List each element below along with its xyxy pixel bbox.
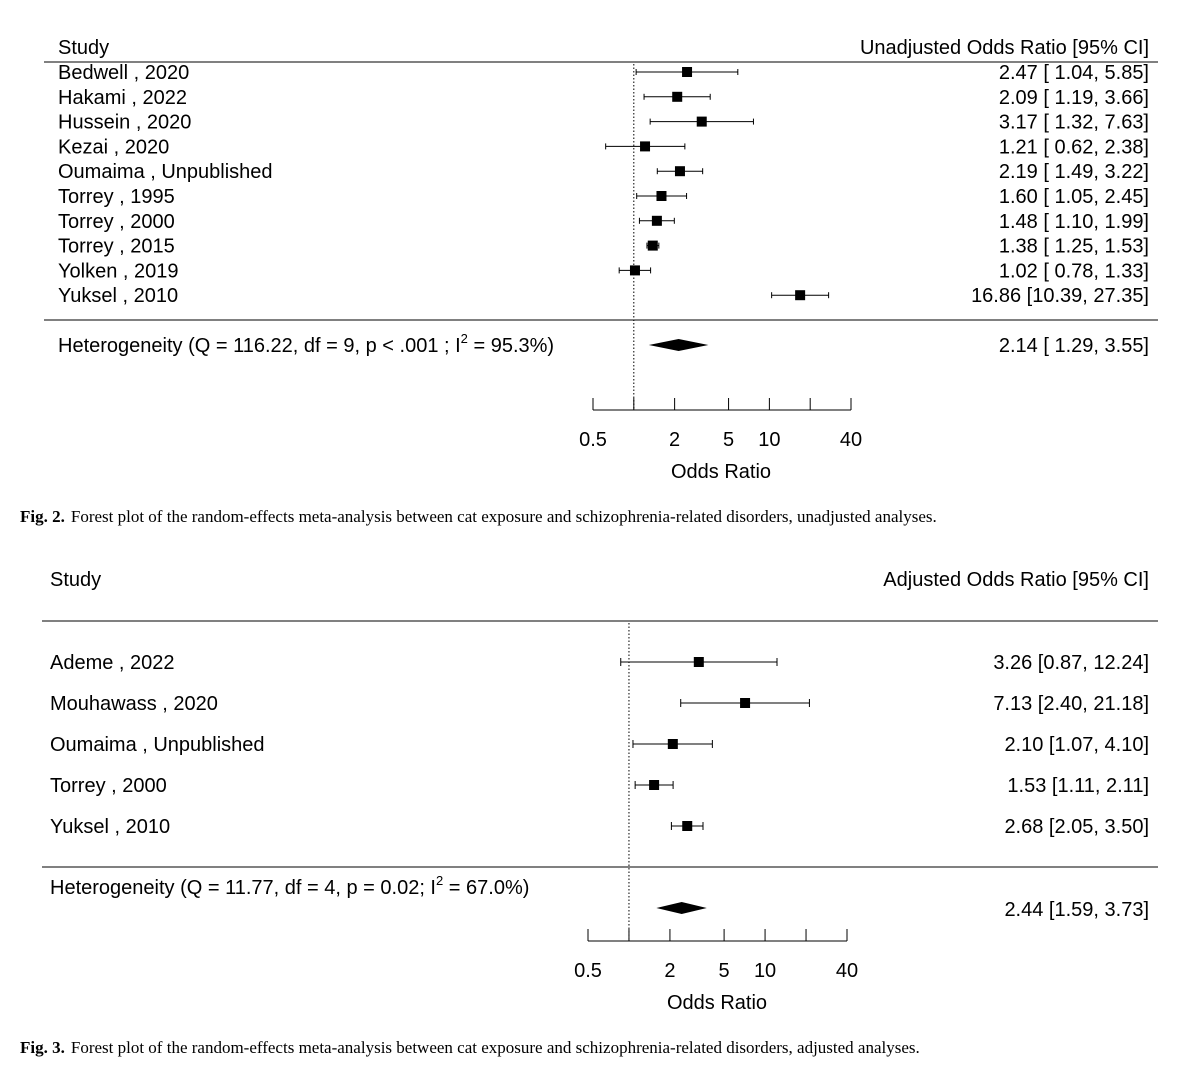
study-column-header: Study — [50, 569, 101, 591]
figure-caption: Fig. 3. Forest plot of the random-effects… — [20, 1038, 920, 1057]
point-estimate-square — [795, 290, 806, 301]
study-column-header: Study — [58, 37, 109, 59]
point-estimate-square — [656, 191, 667, 201]
study-ci-text: 1.21 [ 0.62, 2.38] — [999, 136, 1149, 158]
point-estimate-square — [682, 821, 693, 831]
heterogeneity-label: Heterogeneity (Q = 11.77, df = 4, p = 0.… — [50, 873, 529, 899]
point-estimate-square — [693, 657, 704, 667]
plot-marks — [620, 623, 810, 941]
summary-ci-text: 2.14 [ 1.29, 3.55] — [999, 335, 1149, 357]
study-rows: Ademe , 2022 3.26 [0.87, 12.24] Mouhawass … — [50, 652, 1149, 838]
study-name: Torrey , 1995 — [58, 186, 175, 208]
study-name: Torrey , 2000 — [58, 211, 175, 233]
x-tick-label: 2 — [664, 960, 675, 982]
study-rows: Bedwell , 2020 2.47 [ 1.04, 5.85] Hakami ,… — [58, 62, 1149, 307]
point-estimate-square — [674, 166, 685, 177]
study-name: Bedwell , 2020 — [58, 62, 189, 84]
point-estimate-square — [640, 141, 651, 152]
point-estimate-square — [649, 780, 660, 790]
study-ci-text: 1.48 [ 1.10, 1.99] — [999, 211, 1149, 233]
study-ci-text: 2.47 [ 1.04, 5.85] — [999, 62, 1149, 84]
point-estimate-square — [629, 265, 640, 276]
x-axis: 0.5 2 5 10 40 — [574, 929, 858, 982]
study-ci-text: 3.17 [ 1.32, 7.63] — [999, 112, 1149, 134]
ci-column-header: Adjusted Odds Ratio [95% CI] — [883, 569, 1149, 591]
forest-plot-adjusted: Study Adjusted Odds Ratio [95% CI] Ademe… — [42, 569, 1158, 1014]
study-name: Ademe , 2022 — [50, 652, 175, 674]
study-name: Mouhawass , 2020 — [50, 693, 218, 715]
point-estimate-square — [647, 240, 658, 251]
heterogeneity-label: Heterogeneity (Q = 116.22, df = 9, p < .… — [58, 331, 554, 357]
x-tick-label: 40 — [836, 960, 858, 982]
summary-diamond — [656, 902, 707, 914]
study-ci-text: 1.53 [1.11, 2.11] — [1007, 775, 1149, 797]
study-name: Kezai , 2020 — [58, 136, 169, 158]
plot-marks — [605, 64, 830, 410]
study-name: Hussein , 2020 — [58, 112, 191, 134]
point-estimate-square — [682, 67, 693, 77]
x-axis: 0.5 2 5 10 40 — [579, 398, 862, 451]
summary-ci-text: 2.44 [1.59, 3.73] — [1004, 899, 1149, 921]
study-ci-text: 16.86 [10.39, 27.35] — [971, 285, 1149, 307]
x-tick-label: 5 — [723, 429, 734, 451]
x-tick-label: 10 — [754, 960, 776, 982]
x-tick-label: 0.5 — [574, 960, 602, 982]
study-ci-text: 1.02 [ 0.78, 1.33] — [999, 260, 1149, 282]
study-name: Yuksel , 2010 — [58, 285, 178, 307]
study-name: Hakami , 2022 — [58, 87, 187, 109]
point-estimate-square — [667, 739, 678, 749]
ci-column-header: Unadjusted Odds Ratio [95% CI] — [860, 37, 1149, 59]
x-tick-label: 5 — [719, 960, 730, 982]
point-estimate-square — [651, 215, 662, 226]
study-ci-text: 2.19 [ 1.49, 3.22] — [999, 161, 1149, 183]
study-ci-text: 1.38 [ 1.25, 1.53] — [999, 236, 1149, 258]
figure-caption: Fig. 2. Forest plot of the random-effects… — [20, 507, 937, 526]
study-name: Torrey , 2000 — [50, 775, 167, 797]
x-axis-label: Odds Ratio — [671, 461, 771, 483]
point-estimate-square — [672, 91, 683, 102]
study-name: Torrey , 2015 — [58, 236, 175, 258]
summary-diamond — [648, 339, 709, 351]
study-ci-text: 7.13 [2.40, 21.18] — [993, 693, 1149, 715]
study-ci-text: 2.10 [1.07, 4.10] — [1004, 734, 1149, 756]
forest-plot-unadjusted: Study Unadjusted Odds Ratio [95% CI] Bed… — [44, 37, 1158, 483]
x-tick-label: 2 — [669, 429, 680, 451]
x-tick-label: 0.5 — [579, 429, 607, 451]
study-name: Oumaima , Unpublished — [50, 734, 265, 756]
point-estimate-square — [696, 116, 707, 127]
study-name: Yolken , 2019 — [58, 260, 178, 282]
study-name: Yuksel , 2010 — [50, 816, 170, 838]
x-axis-label: Odds Ratio — [667, 992, 767, 1014]
study-ci-text: 2.68 [2.05, 3.50] — [1004, 816, 1149, 838]
x-tick-label: 40 — [840, 429, 862, 451]
point-estimate-square — [740, 698, 751, 708]
x-tick-label: 10 — [758, 429, 780, 451]
study-ci-text: 3.26 [0.87, 12.24] — [993, 652, 1149, 674]
study-ci-text: 2.09 [ 1.19, 3.66] — [999, 87, 1149, 109]
study-ci-text: 1.60 [ 1.05, 2.45] — [999, 186, 1149, 208]
study-name: Oumaima , Unpublished — [58, 161, 273, 183]
